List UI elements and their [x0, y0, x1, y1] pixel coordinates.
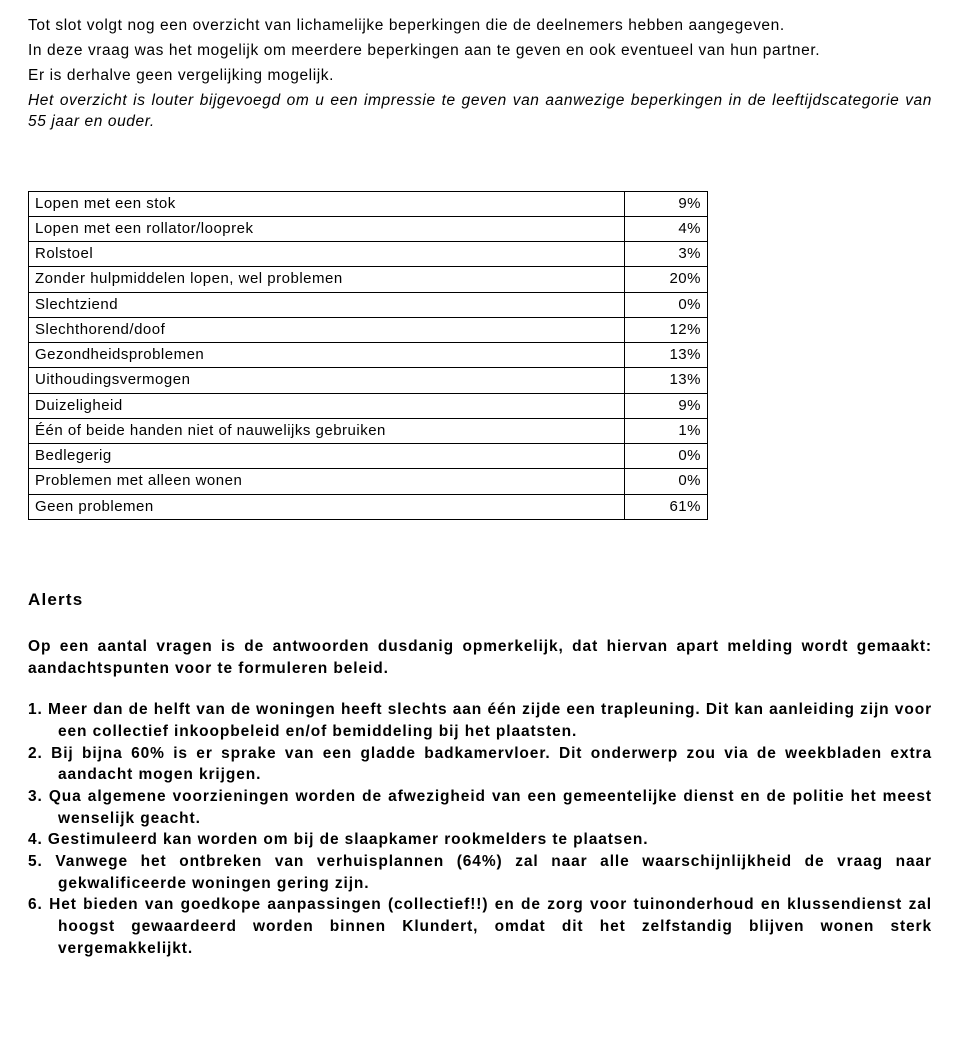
table-cell-label: Slechtziend	[29, 292, 625, 317]
intro-section: Tot slot volgt nog een overzicht van lic…	[28, 16, 932, 133]
table-cell-label: Lopen met een rollator/looprek	[29, 216, 625, 241]
table-cell-label: Lopen met een stok	[29, 191, 625, 216]
intro-paragraph-1: Tot slot volgt nog een overzicht van lic…	[28, 16, 932, 37]
alerts-list-item: 1. Meer dan de helft van de woningen hee…	[28, 699, 932, 742]
table-row: Slechthorend/doof12%	[29, 317, 708, 342]
table-cell-value: 12%	[625, 317, 708, 342]
alerts-list-item: 6. Het bieden van goedkope aanpassingen …	[28, 894, 932, 959]
table-row: Bedlegerig0%	[29, 444, 708, 469]
table-row: Zonder hulpmiddelen lopen, wel problemen…	[29, 267, 708, 292]
table-row: Problemen met alleen wonen0%	[29, 469, 708, 494]
table-cell-value: 0%	[625, 292, 708, 317]
intro-paragraph-3: Er is derhalve geen vergelijking mogelij…	[28, 66, 932, 87]
table-cell-label: Rolstoel	[29, 242, 625, 267]
alerts-list-item: 5. Vanwege het ontbreken van verhuisplan…	[28, 851, 932, 894]
table-cell-value: 0%	[625, 469, 708, 494]
table-cell-label: Duizeligheid	[29, 393, 625, 418]
table-cell-label: Gezondheidsproblemen	[29, 343, 625, 368]
table-cell-value: 61%	[625, 494, 708, 519]
alerts-list: 1. Meer dan de helft van de woningen hee…	[28, 699, 932, 959]
table-cell-label: Slechthorend/doof	[29, 317, 625, 342]
alerts-intro: Op een aantal vragen is de antwoorden du…	[28, 636, 932, 679]
intro-paragraph-2: In deze vraag was het mogelijk om meerde…	[28, 41, 932, 62]
alerts-list-item: 4. Gestimuleerd kan worden om bij de sla…	[28, 829, 932, 851]
table-row: Lopen met een rollator/looprek4%	[29, 216, 708, 241]
table-row: Duizeligheid9%	[29, 393, 708, 418]
table-cell-label: Problemen met alleen wonen	[29, 469, 625, 494]
table-row: Geen problemen61%	[29, 494, 708, 519]
document-page: Tot slot volgt nog een overzicht van lic…	[0, 0, 960, 1015]
intro-paragraph-4: Het overzicht is louter bijgevoegd om u …	[28, 91, 932, 133]
table-cell-label: Geen problemen	[29, 494, 625, 519]
table-row: Één of beide handen niet of nauwelijks g…	[29, 418, 708, 443]
table-cell-value: 13%	[625, 343, 708, 368]
table-row: Uithoudingsvermogen13%	[29, 368, 708, 393]
table-cell-label: Zonder hulpmiddelen lopen, wel problemen	[29, 267, 625, 292]
table-cell-value: 4%	[625, 216, 708, 241]
table-cell-value: 0%	[625, 444, 708, 469]
table-cell-value: 13%	[625, 368, 708, 393]
limitations-table: Lopen met een stok9%Lopen met een rollat…	[28, 191, 708, 520]
table-cell-value: 1%	[625, 418, 708, 443]
table-cell-value: 20%	[625, 267, 708, 292]
alerts-list-item: 3. Qua algemene voorzieningen worden de …	[28, 786, 932, 829]
table-row: Slechtziend0%	[29, 292, 708, 317]
alerts-list-item: 2. Bij bijna 60% is er sprake van een gl…	[28, 743, 932, 786]
table-row: Gezondheidsproblemen13%	[29, 343, 708, 368]
table-cell-value: 9%	[625, 191, 708, 216]
table-row: Lopen met een stok9%	[29, 191, 708, 216]
table-cell-value: 3%	[625, 242, 708, 267]
table-cell-label: Uithoudingsvermogen	[29, 368, 625, 393]
limitations-table-body: Lopen met een stok9%Lopen met een rollat…	[29, 191, 708, 519]
table-row: Rolstoel3%	[29, 242, 708, 267]
table-cell-label: Bedlegerig	[29, 444, 625, 469]
table-cell-value: 9%	[625, 393, 708, 418]
table-cell-label: Één of beide handen niet of nauwelijks g…	[29, 418, 625, 443]
alerts-heading: Alerts	[28, 590, 932, 610]
